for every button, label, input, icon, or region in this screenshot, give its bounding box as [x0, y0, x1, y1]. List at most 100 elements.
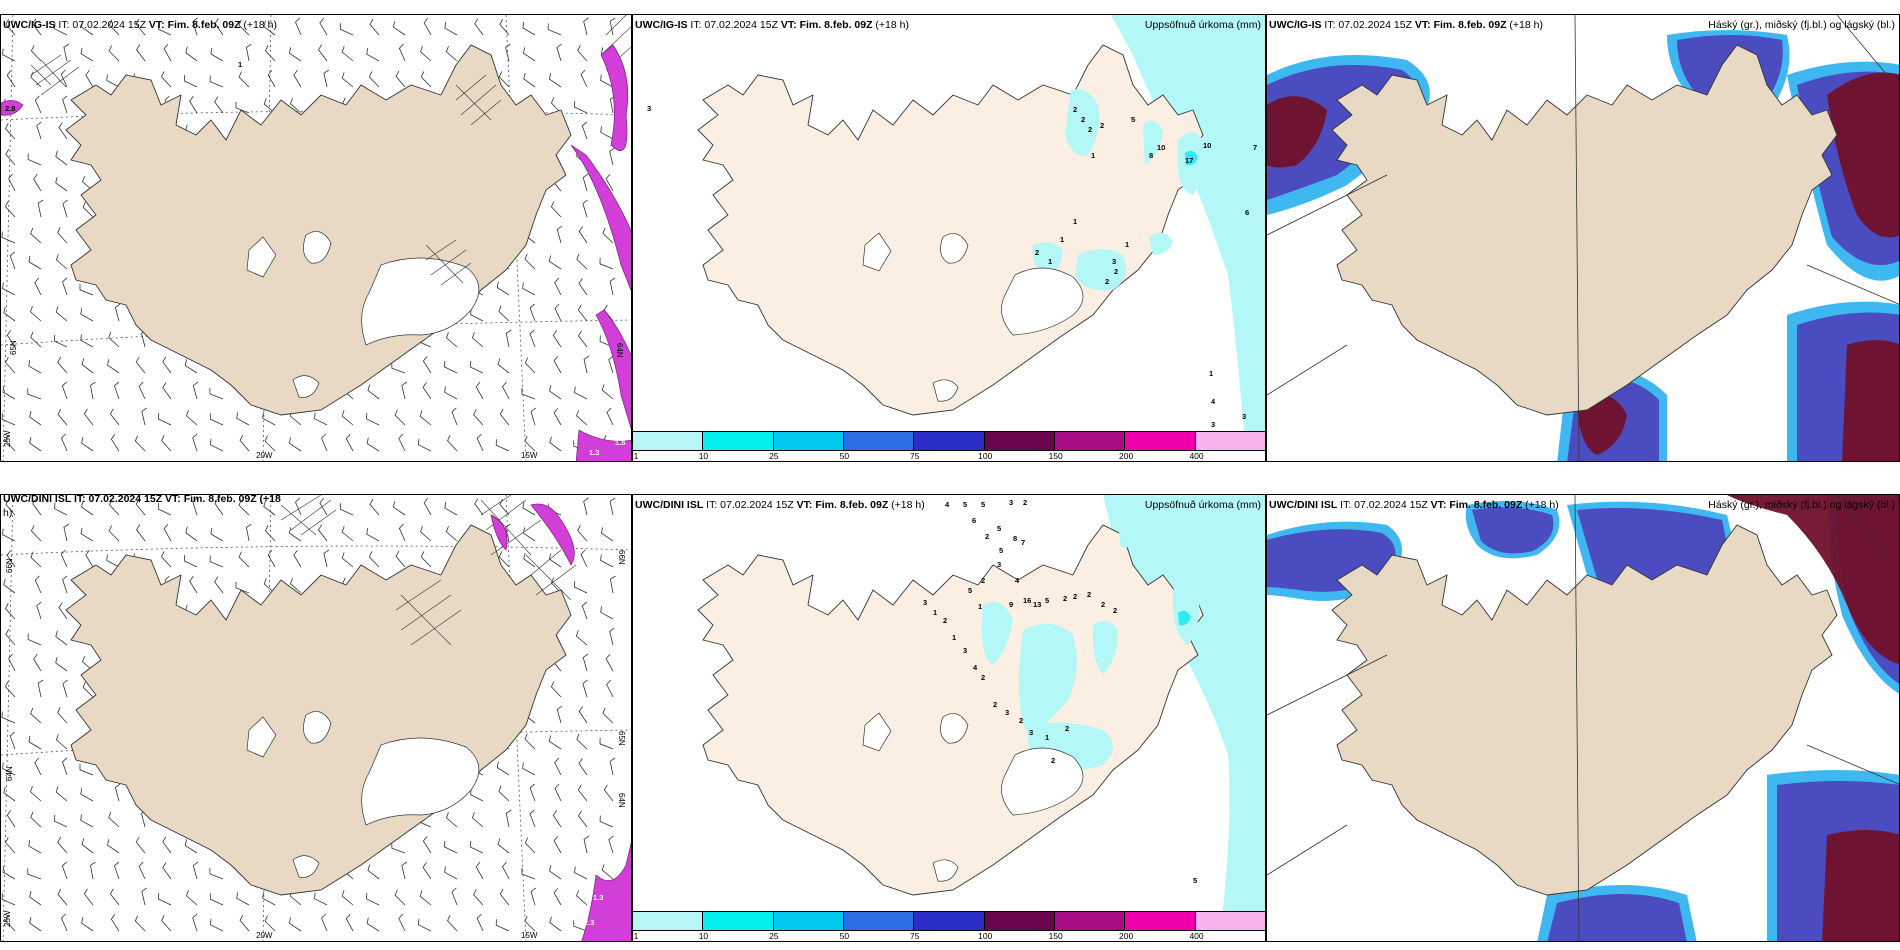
- precip-value-label: 5: [999, 546, 1003, 555]
- precip-value-label: 2: [1081, 115, 1085, 124]
- colorbar-tick-label: 1: [633, 451, 639, 461]
- iceland-coastline: [65, 44, 572, 416]
- lat-label: 66N: [5, 558, 14, 573]
- panel-cloud-ig-is: UWC/IG-IS IT: 07.02.2024 15Z VT: Fim. 8.…: [1266, 14, 1900, 462]
- precip-value-label: 2: [1073, 592, 1077, 601]
- precip-value-label: 3: [647, 104, 651, 113]
- wind-speed-fill: [490, 503, 631, 941]
- lat-label: 25W: [3, 910, 12, 927]
- precip-value-label: 17: [1185, 156, 1193, 165]
- init-time: 07.02.2024 15Z: [704, 19, 778, 31]
- glaciers: [862, 712, 1084, 882]
- colorbar-segment: [914, 432, 985, 450]
- precip-value-label: 3: [963, 646, 967, 655]
- precip-value-label: 5: [997, 524, 1001, 533]
- precip-value-label: 3: [1112, 257, 1116, 266]
- precip-value-label: 1: [1060, 235, 1064, 244]
- model-name: UWC/IG-IS: [635, 19, 688, 31]
- lead-time: (+18 h): [888, 499, 925, 511]
- precip-value-label: 5: [1193, 876, 1197, 885]
- valid-time: Fim. 8.feb. 09Z: [815, 499, 889, 511]
- precip-value-label: 4: [1015, 576, 1020, 585]
- init-time: 07.02.2024 15Z: [1354, 499, 1428, 511]
- panel-title: UWC/IG-IS IT: 07.02.2024 15Z VT: Fim. 8.…: [1269, 19, 1543, 31]
- colorbar-tick-label: 25: [769, 931, 779, 941]
- colorbar-tick-label: 75: [910, 451, 920, 461]
- lon-label: 20W: [256, 451, 273, 460]
- lon-label: 15W: [521, 931, 538, 940]
- precip-value-label: 10: [1157, 143, 1165, 152]
- colorbar-tick-label: 50: [839, 931, 850, 941]
- colorbar-segment: [1195, 912, 1265, 930]
- precip-value-label: 1: [1091, 151, 1095, 160]
- glaciers: [246, 231, 480, 398]
- precip-value-label: 3: [1005, 708, 1009, 717]
- precip-value-label: 2: [981, 673, 985, 682]
- cloud-map: [1267, 15, 1899, 461]
- precip-value-label: 2: [981, 576, 985, 585]
- field-title: Háský (gr.), miðský (fj.bl.) og lágský (…: [1708, 19, 1895, 31]
- colorbar-tick-label: 150: [1048, 931, 1063, 941]
- precip-value-label: 8: [1013, 534, 1017, 543]
- wind-value-label: 1.3: [589, 448, 599, 457]
- sea-precip: [1103, 495, 1265, 925]
- iceland-coastline: [697, 44, 1204, 416]
- panel-precip-dini: 4 5 5 3 2 6 2 5 8 7 5 3 2 4 1 5 9 16 13 5 2 2 2 2 2 3 1 2 1 3 4 2 2 3 2 3 1 2…: [632, 494, 1266, 942]
- precip-value-label: 4: [1211, 397, 1216, 406]
- colorbar-segment: [914, 912, 985, 930]
- precip-colorbar: [633, 911, 1265, 931]
- panel-precip-ig-is: 2 2 2 2 1 5 8 10 10 17 7 6 1 1 1 2 2 3 2 1 1 4 3 3 3 UWC/IG-IS …: [632, 14, 1266, 462]
- colorbar-segment: [1125, 432, 1196, 450]
- precip-value-label: 2: [985, 532, 989, 541]
- wind-value-label: 1.5: [615, 438, 625, 447]
- lat-label: 64N: [615, 343, 624, 358]
- wind-value-label: 2.8: [5, 104, 15, 113]
- lat-label: 65N: [617, 731, 626, 746]
- colorbar-segment: [633, 432, 704, 450]
- init-time: 07.02.2024 15Z: [720, 499, 794, 511]
- panel-wind-ig-is: 2.8 1.3 1.5 1 UWC/IG-IS IT: 07.02.2024 1…: [0, 14, 632, 462]
- iceland-coastline: [1331, 524, 1838, 896]
- precip-value-label: 2: [1063, 594, 1067, 603]
- colorbar-segment: [1125, 912, 1196, 930]
- colorbar-tick-label: 150: [1048, 451, 1063, 461]
- colorbar-tick-label: 1: [633, 931, 639, 941]
- colorbar-tick-label: 25: [769, 451, 779, 461]
- precip-value-label: 2: [1113, 606, 1117, 615]
- valid-time: Fim. 8.feb. 09Z: [167, 19, 241, 31]
- precip-core: [1185, 150, 1198, 166]
- colorbar-segment: [843, 432, 915, 450]
- sea-precip: [1111, 15, 1265, 445]
- init-time: 07.02.2024 15Z: [1338, 19, 1412, 31]
- colorbar-tick-label: 10: [698, 931, 709, 941]
- wind-value-label: 1: [238, 60, 242, 69]
- lead-time: (+18 h): [1522, 499, 1559, 511]
- region-borders: [1267, 15, 1899, 461]
- colorbar-tick-label: 200: [1119, 931, 1134, 941]
- colorbar-tick-label: 400: [1189, 931, 1204, 941]
- field-title: Uppsöfnuð úrkoma (mm): [1144, 499, 1261, 511]
- precip-areas: [1032, 89, 1205, 291]
- valid-time: Fim. 8.feb. 09Z: [1449, 499, 1523, 511]
- precip-value-label: 5: [1131, 115, 1135, 124]
- precip-value-label: 9: [1009, 600, 1013, 609]
- precip-value-label: 2: [1101, 600, 1105, 609]
- precip-value-label: 2: [1087, 590, 1091, 599]
- colorbar-tick-label: 10: [698, 451, 709, 461]
- precip-value-label: 2: [1105, 277, 1109, 286]
- colorbar-segment: [1054, 432, 1126, 450]
- colorbar-tick-label: 50: [839, 451, 850, 461]
- model-name: UWC/DINI ISL: [635, 499, 704, 511]
- precip-value-label: 4: [973, 663, 978, 672]
- cloud-map: [1267, 495, 1899, 941]
- precip-value-label: 1: [978, 602, 982, 611]
- precip-value-label: 5: [1045, 596, 1049, 605]
- precip-value-label: 13: [1033, 600, 1041, 609]
- lead-time: (+18 h): [1506, 19, 1543, 31]
- precip-value-label: 1: [1048, 257, 1052, 266]
- colorbar-tick-label: 100: [978, 451, 993, 461]
- precip-value-label: 7: [1021, 538, 1025, 547]
- precip-value-label: 8: [1149, 151, 1153, 160]
- precip-value-label: 2: [993, 700, 997, 709]
